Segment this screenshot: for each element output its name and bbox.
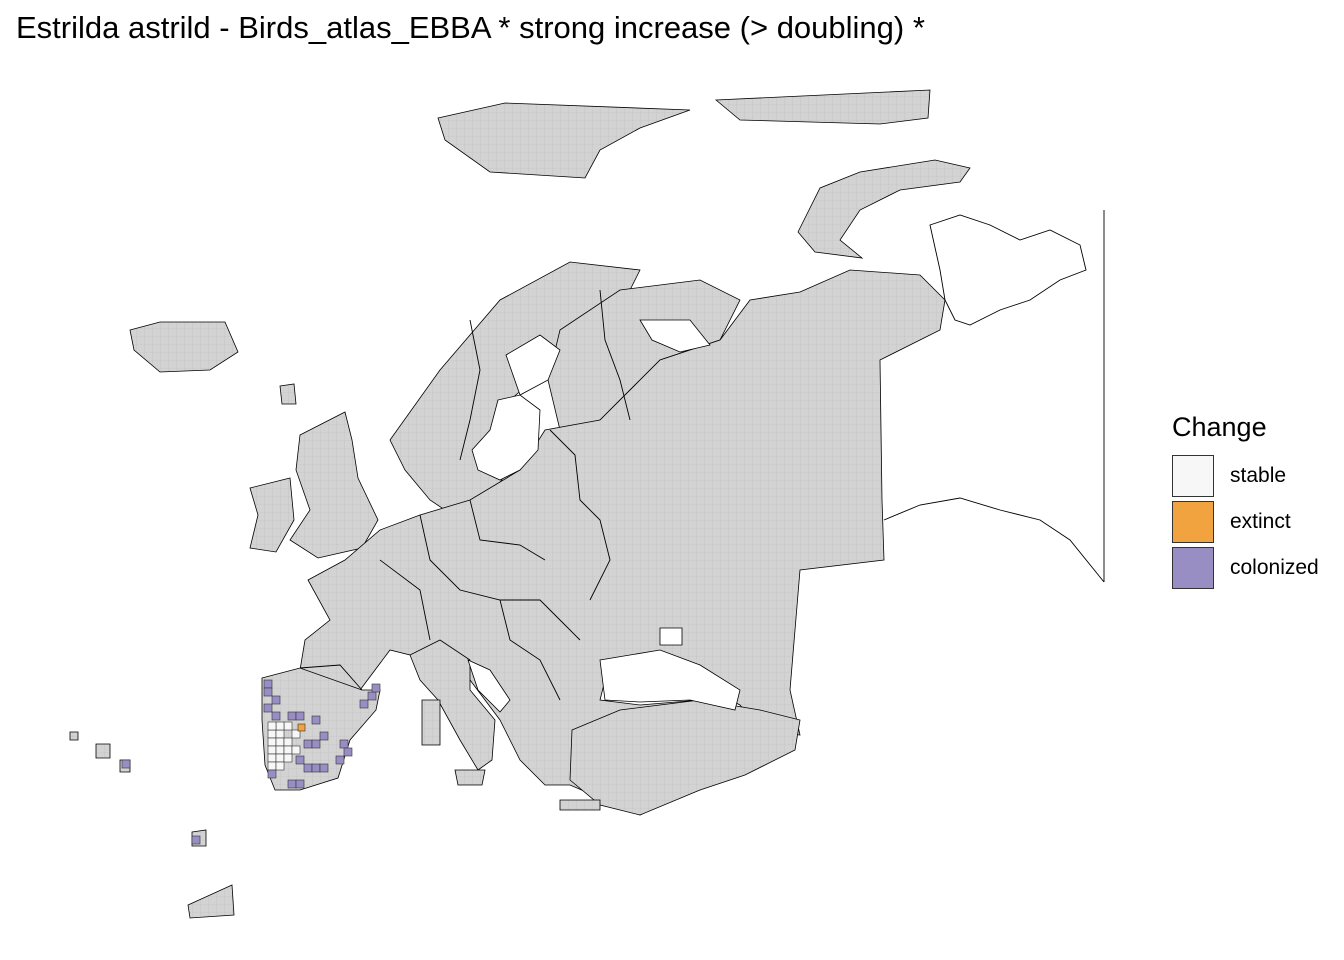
- great-britain: [289, 411, 379, 559]
- black-sea: [599, 649, 741, 711]
- stable-cells: [267, 721, 301, 771]
- siberia-outline: [929, 214, 1087, 326]
- map-title: Estrilda astrild - Birds_atlas_EBBA * st…: [16, 10, 925, 45]
- corsica-sardinia: [421, 699, 441, 746]
- white-sea: [639, 319, 711, 353]
- faroe: [279, 383, 297, 405]
- change-cells: [121, 679, 381, 845]
- crete: [559, 799, 601, 811]
- central-europe-borders: [379, 499, 581, 701]
- canary-islands: [187, 884, 235, 919]
- colonized-cells: [121, 679, 381, 845]
- legend-item-extinct: extinct: [1172, 499, 1319, 545]
- novaya-zemlya: [797, 159, 971, 259]
- atlas-grid: [69, 89, 971, 919]
- franz-josef-land: [714, 89, 931, 125]
- italy: [409, 639, 496, 771]
- ireland: [249, 477, 295, 553]
- azores: [69, 731, 131, 773]
- gulf-of-bothnia: [505, 334, 561, 396]
- sicily: [454, 769, 486, 786]
- water-bodies: [467, 319, 741, 713]
- extinct-cells: [297, 723, 306, 732]
- baltic-sea: [471, 394, 541, 481]
- anatolia: [569, 699, 801, 816]
- russia-west-border: [549, 429, 611, 601]
- legend-label: extinct: [1230, 510, 1291, 533]
- kazakh-border: [883, 497, 1105, 583]
- legend-item-colonized: colonized: [1172, 545, 1319, 591]
- legend-label: colonized: [1230, 556, 1319, 579]
- legend-label: stable: [1230, 464, 1287, 487]
- legend-item-stable: stable: [1172, 453, 1319, 499]
- france-spain-border: [299, 664, 363, 691]
- adriatic: [467, 659, 511, 713]
- legend-key-extinct: [1172, 501, 1214, 543]
- finland-border: [599, 289, 631, 421]
- legend-title: Change: [1172, 412, 1267, 442]
- svalbard: [437, 102, 691, 179]
- legend-key-stable: [1172, 455, 1214, 497]
- legend: Change stable extinct colonized: [1172, 412, 1319, 591]
- iceland: [129, 321, 239, 373]
- azov-sea: [659, 627, 683, 646]
- scandinavia-border: [459, 319, 481, 461]
- border-lines: [299, 210, 1105, 701]
- legend-key-colonized: [1172, 547, 1214, 589]
